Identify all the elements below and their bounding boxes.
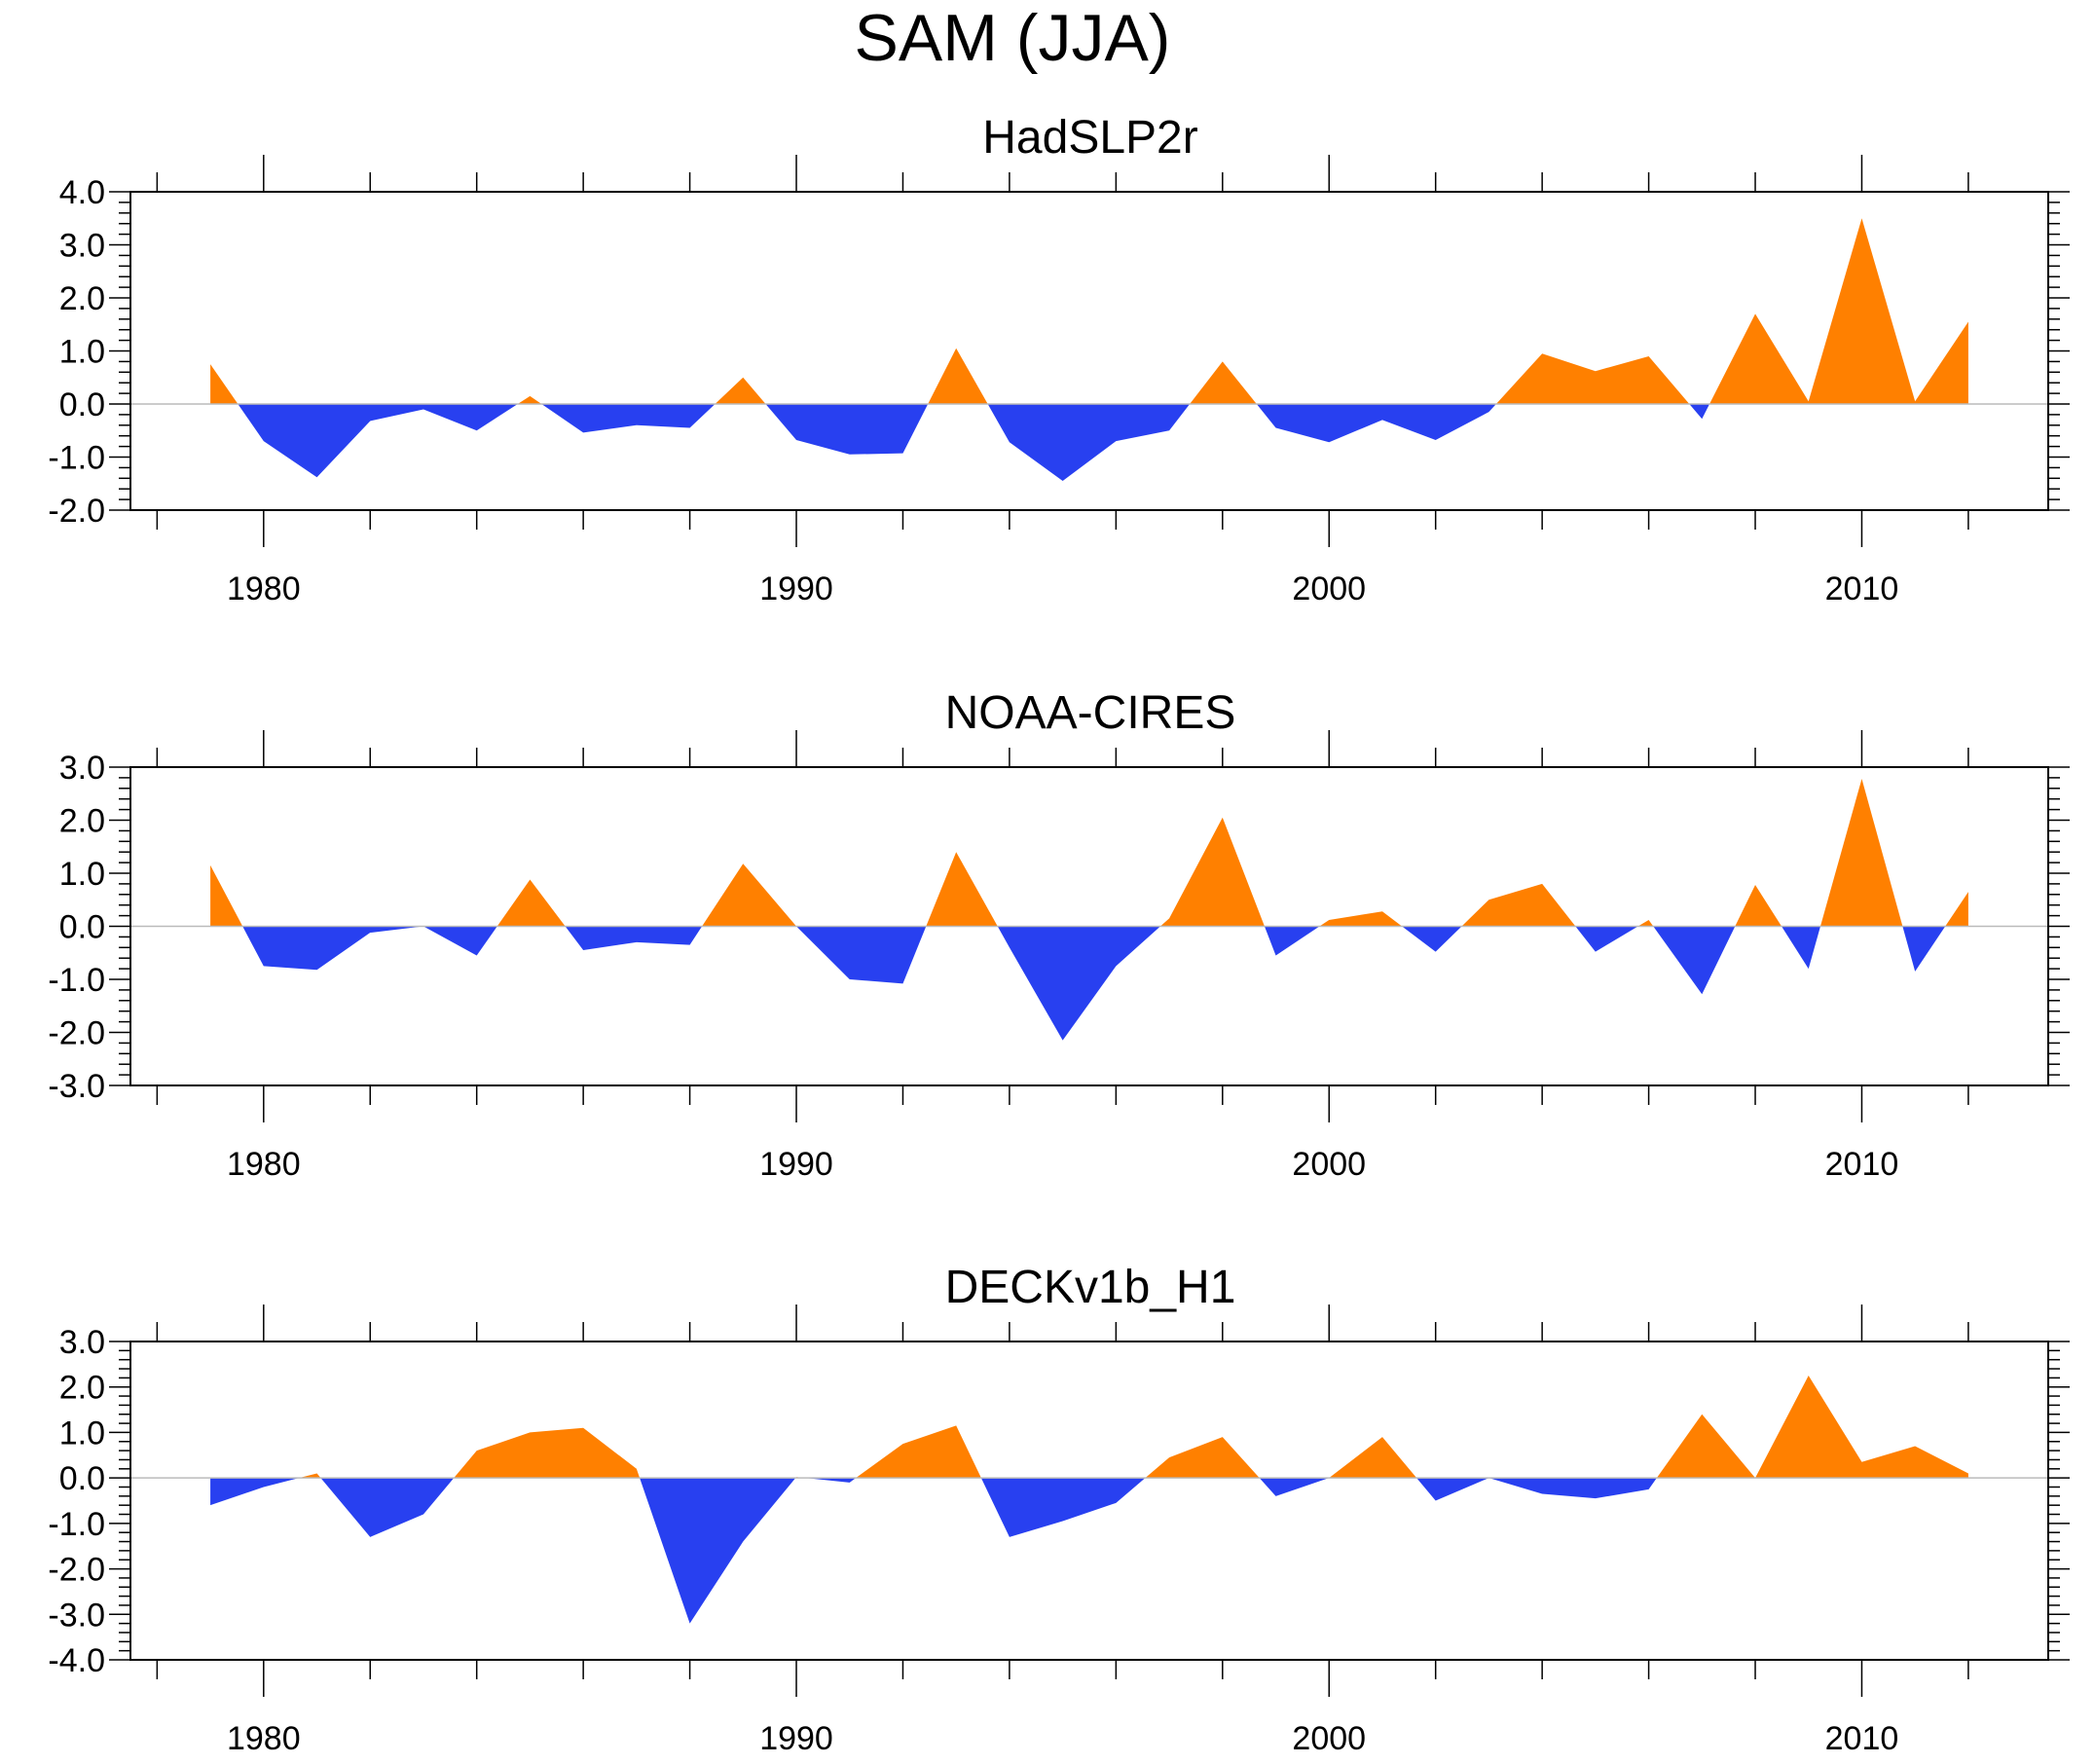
y-tick-label: -3.0 — [48, 1597, 105, 1634]
panel-title: NOAA-CIRES — [945, 687, 1236, 739]
negative-area — [541, 404, 716, 433]
positive-area — [1190, 361, 1257, 404]
y-tick-label: 0.0 — [59, 909, 105, 946]
x-tick-label: 1990 — [759, 1720, 833, 1757]
y-tick-label: 3.0 — [59, 750, 105, 787]
positive-area — [1145, 1437, 1260, 1479]
positive-area — [1735, 884, 1782, 927]
positive-area — [517, 395, 542, 404]
y-tick-label: 1.0 — [59, 1415, 105, 1452]
y-tick-label: 1.0 — [59, 856, 105, 893]
negative-area — [1689, 404, 1710, 420]
positive-area — [1159, 817, 1265, 927]
negative-area — [210, 1478, 300, 1506]
x-tick-label: 2010 — [1825, 570, 1899, 607]
positive-area — [928, 348, 988, 404]
panel-title: HadSLP2r — [982, 112, 1197, 164]
negative-area — [1259, 1478, 1330, 1496]
negative-area — [238, 404, 518, 478]
negative-area — [1256, 404, 1496, 443]
x-tick-label: 1990 — [759, 570, 833, 607]
y-tick-label: 1.0 — [59, 334, 105, 371]
negative-area — [242, 926, 423, 971]
positive-area — [454, 1427, 641, 1479]
negative-area — [1782, 926, 1820, 970]
y-tick-label: 2.0 — [59, 280, 105, 317]
negative-area — [805, 1478, 857, 1483]
chart-panel-2: NOAA-CIRES -3.0 -2.0 -1.0 0.0 1.0 2.0 3.0 1980 19… — [48, 687, 2070, 1183]
negative-area — [1653, 926, 1736, 995]
positive-area — [1656, 1414, 1756, 1479]
negative-area — [1488, 1478, 1657, 1499]
negative-area — [640, 1478, 796, 1624]
positive-area — [1495, 353, 1690, 404]
negative-area — [1575, 926, 1638, 952]
x-tick-label: 2000 — [1292, 570, 1366, 607]
y-tick-label: -2.0 — [48, 1015, 105, 1052]
y-tick-label: 3.0 — [59, 228, 105, 265]
negative-area — [987, 404, 1191, 482]
x-tick-label: 2010 — [1825, 1720, 1899, 1757]
y-tick-label: -4.0 — [48, 1642, 105, 1679]
positive-area — [1637, 919, 1654, 927]
panel-title: DECKv1b_H1 — [945, 1262, 1236, 1313]
negative-area — [980, 1478, 1146, 1537]
y-tick-label: 4.0 — [59, 174, 105, 211]
y-tick-label: -2.0 — [48, 493, 105, 530]
negative-area — [1416, 1478, 1489, 1501]
positive-area — [1709, 218, 1968, 404]
positive-area — [856, 1425, 981, 1479]
y-tick-label: 3.0 — [59, 1324, 105, 1361]
positive-area — [299, 1473, 321, 1479]
y-tick-label: -1.0 — [48, 1506, 105, 1543]
negative-area — [1902, 926, 1946, 972]
x-tick-label: 1980 — [227, 570, 301, 607]
y-tick-label: -3.0 — [48, 1068, 105, 1105]
positive-area — [1319, 911, 1403, 927]
x-tick-label: 2000 — [1292, 1146, 1366, 1183]
positive-area — [210, 864, 243, 927]
positive-area — [702, 864, 797, 927]
positive-area — [1819, 778, 1903, 927]
y-tick-label: -2.0 — [48, 1552, 105, 1589]
chart-panel-3: DECKv1b_H1 -4.0 -3.0 -2.0 -1.0 0.0 1.0 2.0 3.0 19… — [48, 1262, 2070, 1757]
y-tick-label: 2.0 — [59, 1370, 105, 1407]
negative-area — [765, 404, 929, 455]
y-tick-label: -1.0 — [48, 962, 105, 999]
negative-area — [997, 926, 1160, 1041]
plot-frame — [129, 1341, 2049, 1661]
positive-area — [496, 879, 566, 927]
y-tick-label: 0.0 — [59, 386, 105, 423]
chart-panel-1: HadSLP2r -2.0 -1.0 0.0 1.0 2.0 3.0 4.0 1980 1990 2… — [48, 112, 2070, 607]
negative-area — [565, 926, 703, 951]
positive-area — [210, 364, 239, 404]
x-tick-label: 2000 — [1292, 1720, 1366, 1757]
x-tick-label: 2010 — [1825, 1146, 1899, 1183]
negative-area — [1264, 926, 1320, 956]
negative-area — [1402, 926, 1462, 952]
x-tick-label: 1980 — [227, 1720, 301, 1757]
y-tick-label: -1.0 — [48, 440, 105, 477]
figure-title: SAM (JJA) — [855, 1, 1171, 75]
positive-area — [1945, 892, 1968, 927]
x-tick-label: 1980 — [227, 1146, 301, 1183]
y-tick-label: 2.0 — [59, 803, 105, 840]
positive-area — [715, 377, 766, 404]
negative-area — [320, 1478, 455, 1537]
negative-area — [796, 926, 927, 984]
negative-area — [422, 926, 497, 956]
positive-area — [1329, 1437, 1417, 1479]
y-tick-label: 0.0 — [59, 1460, 105, 1497]
positive-area — [1461, 883, 1576, 927]
x-tick-label: 1990 — [759, 1146, 833, 1183]
positive-area — [926, 852, 998, 927]
positive-area — [1755, 1376, 1968, 1479]
